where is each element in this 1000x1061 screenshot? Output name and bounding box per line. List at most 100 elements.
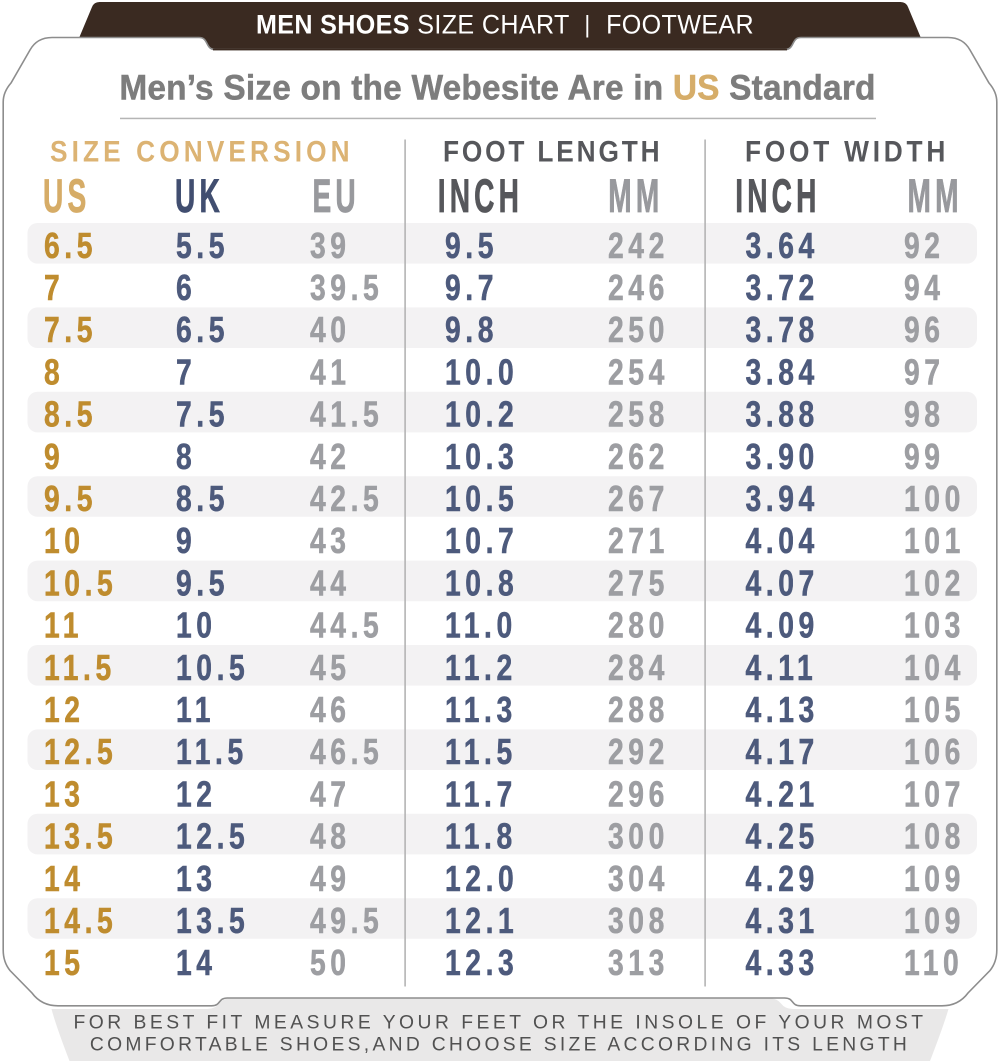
svg-text:109: 109 bbox=[904, 901, 965, 941]
svg-text:4.11: 4.11 bbox=[746, 648, 818, 688]
svg-text:13.5: 13.5 bbox=[176, 901, 249, 941]
svg-text:3.84: 3.84 bbox=[746, 352, 819, 392]
svg-text:4.33: 4.33 bbox=[746, 943, 819, 983]
svg-text:48: 48 bbox=[310, 816, 351, 856]
svg-text:267: 267 bbox=[608, 479, 669, 519]
svg-text:14: 14 bbox=[44, 859, 85, 899]
svg-text:10.8: 10.8 bbox=[445, 563, 518, 603]
svg-text:296: 296 bbox=[608, 774, 669, 814]
svg-text:41.5: 41.5 bbox=[310, 394, 383, 434]
svg-text:110: 110 bbox=[904, 943, 963, 983]
svg-text:100: 100 bbox=[904, 479, 965, 519]
svg-text:92: 92 bbox=[904, 226, 945, 266]
svg-text:4.07: 4.07 bbox=[746, 563, 819, 603]
svg-text:10.3: 10.3 bbox=[445, 437, 518, 477]
svg-text:11.2: 11.2 bbox=[445, 648, 517, 688]
svg-text:99: 99 bbox=[904, 437, 945, 477]
svg-text:UK: UK bbox=[175, 171, 224, 223]
svg-text:10: 10 bbox=[44, 521, 85, 561]
svg-text:42: 42 bbox=[310, 437, 351, 477]
svg-text:FOOT WIDTH: FOOT WIDTH bbox=[745, 135, 949, 168]
svg-text:6.5: 6.5 bbox=[176, 310, 229, 350]
svg-text:42.5: 42.5 bbox=[310, 479, 383, 519]
svg-text:9.7: 9.7 bbox=[445, 268, 498, 308]
svg-text:9: 9 bbox=[44, 437, 64, 477]
svg-text:102: 102 bbox=[904, 563, 965, 603]
svg-text:271: 271 bbox=[608, 521, 669, 561]
svg-text:13.5: 13.5 bbox=[44, 816, 117, 856]
svg-text:8: 8 bbox=[44, 352, 64, 392]
svg-text:44.5: 44.5 bbox=[310, 605, 383, 645]
svg-text:280: 280 bbox=[608, 605, 669, 645]
svg-text:313: 313 bbox=[608, 943, 669, 983]
svg-text:275: 275 bbox=[608, 563, 669, 603]
svg-text:MM: MM bbox=[608, 171, 663, 223]
svg-text:9.5: 9.5 bbox=[176, 563, 229, 603]
svg-text:246: 246 bbox=[608, 268, 669, 308]
svg-text:262: 262 bbox=[608, 437, 669, 477]
svg-text:43: 43 bbox=[310, 521, 351, 561]
svg-text:SIZE CONVERSION: SIZE CONVERSION bbox=[50, 135, 354, 168]
svg-text:3.88: 3.88 bbox=[746, 394, 819, 434]
svg-text:94: 94 bbox=[904, 268, 945, 308]
svg-text:Men’s Size on the Webesite Are: Men’s Size on the Webesite Are in US Sta… bbox=[119, 69, 875, 108]
svg-text:109: 109 bbox=[904, 859, 965, 899]
svg-text:4.25: 4.25 bbox=[746, 816, 819, 856]
svg-text:44: 44 bbox=[310, 563, 351, 603]
svg-text:242: 242 bbox=[608, 226, 669, 266]
svg-text:7: 7 bbox=[176, 352, 196, 392]
svg-text:11.7: 11.7 bbox=[445, 774, 517, 814]
svg-text:258: 258 bbox=[608, 394, 669, 434]
svg-text:50: 50 bbox=[310, 943, 351, 983]
svg-text:US: US bbox=[43, 171, 90, 223]
svg-text:3.72: 3.72 bbox=[746, 268, 819, 308]
svg-text:11.5: 11.5 bbox=[176, 732, 248, 772]
svg-text:EU: EU bbox=[313, 171, 360, 223]
svg-text:250: 250 bbox=[608, 310, 669, 350]
svg-text:46.5: 46.5 bbox=[310, 732, 383, 772]
svg-text:7: 7 bbox=[44, 268, 64, 308]
svg-text:6: 6 bbox=[176, 268, 196, 308]
svg-text:11.0: 11.0 bbox=[445, 605, 517, 645]
svg-text:12.3: 12.3 bbox=[445, 943, 518, 983]
svg-text:14: 14 bbox=[176, 943, 217, 983]
svg-text:49.5: 49.5 bbox=[310, 901, 383, 941]
svg-text:105: 105 bbox=[904, 690, 965, 730]
svg-text:9.8: 9.8 bbox=[445, 310, 498, 350]
svg-text:4.17: 4.17 bbox=[746, 732, 819, 772]
svg-text:11.5: 11.5 bbox=[44, 648, 116, 688]
svg-text:INCH: INCH bbox=[438, 171, 523, 223]
svg-text:4.13: 4.13 bbox=[746, 690, 819, 730]
svg-text:15: 15 bbox=[44, 943, 85, 983]
svg-text:COMFORTABLE SHOES,AND CHOOSE S: COMFORTABLE SHOES,AND CHOOSE SIZE ACCORD… bbox=[90, 1034, 910, 1055]
svg-text:39.5: 39.5 bbox=[310, 268, 383, 308]
svg-text:39: 39 bbox=[310, 226, 351, 266]
svg-text:4.29: 4.29 bbox=[746, 859, 819, 899]
svg-text:9.5: 9.5 bbox=[44, 479, 97, 519]
svg-text:300: 300 bbox=[608, 816, 669, 856]
svg-text:47: 47 bbox=[310, 774, 351, 814]
svg-text:106: 106 bbox=[904, 732, 965, 772]
svg-text:7.5: 7.5 bbox=[176, 394, 229, 434]
svg-text:10.5: 10.5 bbox=[44, 563, 117, 603]
svg-text:13: 13 bbox=[44, 774, 85, 814]
svg-text:14.5: 14.5 bbox=[44, 901, 117, 941]
svg-text:12.5: 12.5 bbox=[44, 732, 117, 772]
svg-text:10.5: 10.5 bbox=[445, 479, 518, 519]
svg-text:304: 304 bbox=[608, 859, 669, 899]
svg-text:12: 12 bbox=[176, 774, 217, 814]
svg-text:11.3: 11.3 bbox=[445, 690, 517, 730]
svg-text:4.09: 4.09 bbox=[746, 605, 819, 645]
svg-text:10.7: 10.7 bbox=[445, 521, 518, 561]
svg-text:4.21: 4.21 bbox=[746, 774, 819, 814]
svg-text:12.1: 12.1 bbox=[445, 901, 518, 941]
svg-text:7.5: 7.5 bbox=[44, 310, 97, 350]
svg-text:45: 45 bbox=[310, 648, 351, 688]
svg-text:40: 40 bbox=[310, 310, 351, 350]
svg-text:12.0: 12.0 bbox=[445, 859, 518, 899]
svg-text:98: 98 bbox=[904, 394, 945, 434]
svg-text:FOR BEST FIT MEASURE YOUR FEET: FOR BEST FIT MEASURE YOUR FEET OR THE IN… bbox=[73, 1012, 926, 1033]
svg-text:11: 11 bbox=[44, 605, 83, 645]
svg-text:12: 12 bbox=[44, 690, 85, 730]
svg-text:5.5: 5.5 bbox=[176, 226, 229, 266]
